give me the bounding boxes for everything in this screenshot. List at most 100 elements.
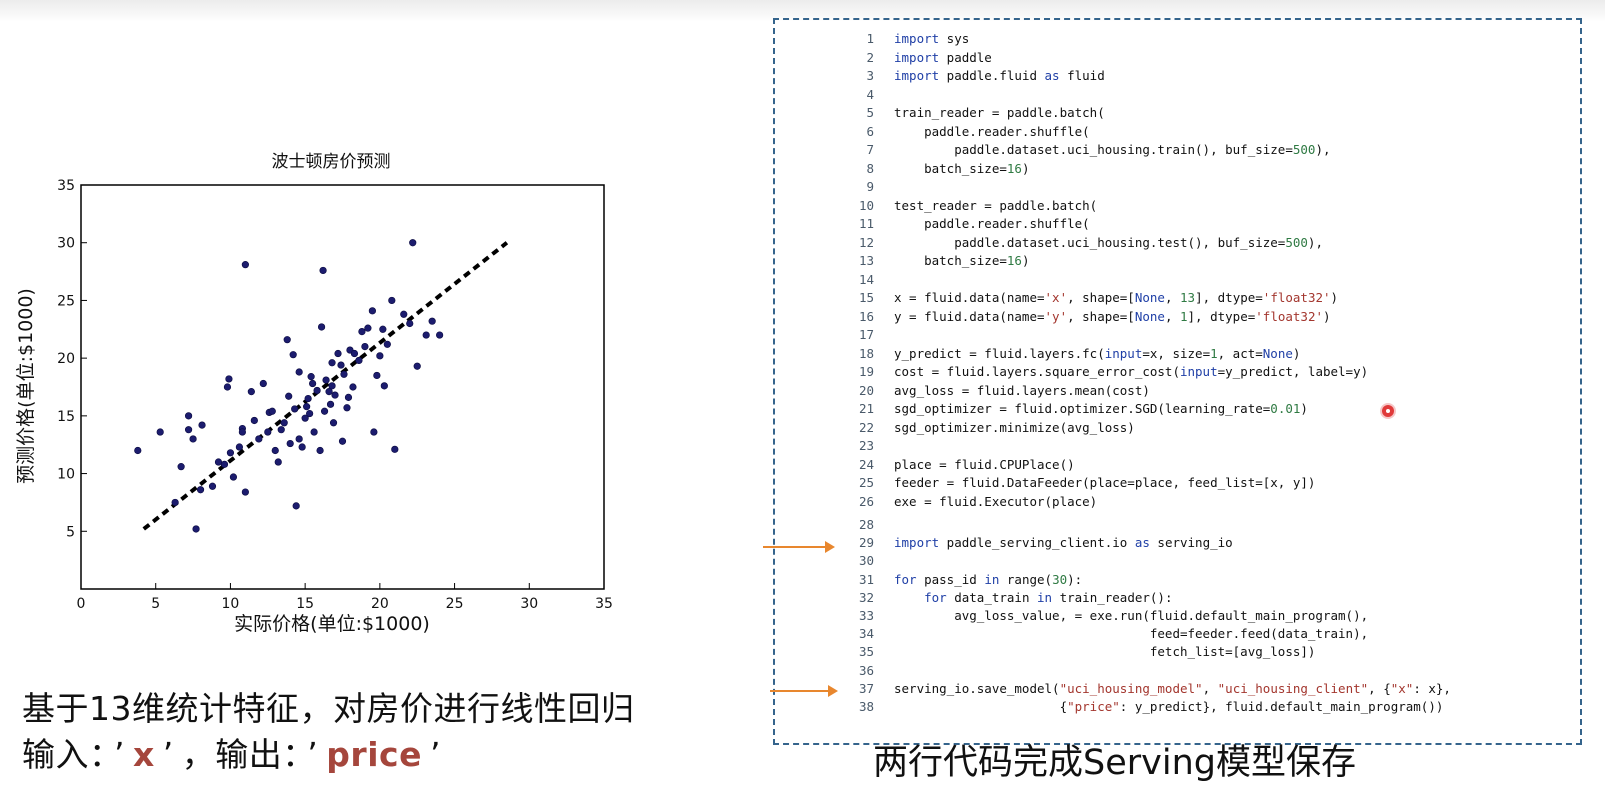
- data-point: [225, 375, 233, 383]
- line-number: 16: [858, 308, 874, 324]
- line-number: 7: [866, 142, 874, 157]
- code-line: 6 paddle.reader.shuffle(: [840, 123, 1089, 141]
- pointer-cursor-icon: [1382, 405, 1394, 417]
- plot-frame: [80, 184, 605, 590]
- line-number: 17: [858, 327, 874, 342]
- code-line: 17: [840, 326, 894, 344]
- line-number: 9: [866, 179, 874, 194]
- code-line: 4: [840, 86, 894, 104]
- code-line: 18 y_predict = fluid.layers.fc(input=x, s…: [840, 345, 1300, 363]
- caption-line-2: 输入：’ x’ ，输出：’ price’: [22, 728, 449, 776]
- line-number: 35: [858, 644, 874, 660]
- code-line: 23: [840, 437, 894, 455]
- line-number: 26: [858, 493, 874, 509]
- line-number: 6: [866, 123, 874, 139]
- data-point: [307, 373, 315, 381]
- data-point: [320, 407, 329, 415]
- data-point: [361, 343, 369, 351]
- data-point: [409, 239, 417, 247]
- x-tick-label: 10: [222, 596, 240, 612]
- data-point: [316, 446, 324, 455]
- data-point: [198, 421, 206, 429]
- data-point: [177, 463, 185, 471]
- code-text: paddle.dataset.uci_housing.test(), buf_s…: [894, 234, 1323, 250]
- code-line: 3 import paddle.fluid as fluid: [840, 67, 1105, 85]
- y-axis-label: 预测价格(单位:$1000): [15, 288, 37, 484]
- data-point: [322, 376, 330, 384]
- code-text: avg_loss = fluid.layers.mean(cost): [894, 382, 1150, 398]
- data-points: [134, 239, 444, 533]
- data-point: [350, 349, 359, 358]
- data-point: [391, 445, 399, 453]
- data-point: [344, 393, 353, 401]
- line-number: 33: [858, 608, 874, 623]
- y-tick-label: 10: [57, 467, 75, 483]
- y-tick-label: 5: [66, 524, 75, 540]
- data-point: [303, 403, 311, 411]
- chart-title: 波士顿房价预测: [272, 152, 391, 172]
- code-line: 34 feed=feeder.feed(data_train),: [840, 625, 1368, 643]
- caption-output-label: ，输出：: [181, 735, 300, 774]
- data-point: [295, 435, 303, 443]
- data-point: [319, 266, 327, 275]
- code-text: paddle.reader.shuffle(: [894, 216, 1090, 231]
- data-point: [313, 386, 321, 395]
- scatter-chart: 波士顿房价预测 0 5 10 15 20 25 30 35 5 10 15 20 25 30 35 实际价格…: [15, 152, 613, 635]
- data-point: [134, 446, 142, 455]
- data-point: [189, 435, 197, 443]
- y-tick-label: 30: [57, 236, 75, 252]
- code-line: 1 import sys: [840, 30, 969, 48]
- code-line: 36: [840, 662, 894, 680]
- code-line: 11 paddle.reader.shuffle(: [840, 215, 1090, 233]
- line-number: 29: [858, 535, 874, 551]
- data-point: [295, 368, 303, 376]
- code-line: 16 y = fluid.data(name='y', shape=[None, …: [840, 308, 1331, 326]
- code-line: 12 paddle.dataset.uci_housing.test(), bu…: [840, 234, 1323, 252]
- code-line: 19 cost = fluid.layers.square_error_cost(…: [840, 363, 1368, 381]
- code-panel: [773, 18, 1582, 745]
- data-point: [268, 407, 276, 415]
- data-point: [271, 446, 279, 455]
- data-point: [400, 310, 408, 318]
- axis-ticks: 0 5 10 15 20 25 30 35 5 10 15 20 25 30 35: [57, 178, 613, 612]
- code-text: import paddle_serving_client.io as servi…: [894, 535, 1233, 551]
- code-text: import paddle.fluid as fluid: [894, 68, 1105, 83]
- code-line: 21 sgd_optimizer = fluid.optimizer.SGD(le…: [840, 400, 1308, 418]
- data-point: [380, 382, 388, 390]
- code-text: exe = fluid.Executor(place): [894, 493, 1098, 509]
- line-number: 11: [858, 216, 874, 231]
- data-point: [326, 400, 335, 408]
- code-line: 15 x = fluid.data(name='x', shape=[None, …: [840, 289, 1338, 307]
- data-point: [241, 488, 249, 496]
- data-point: [171, 498, 179, 507]
- caption-output-value: price: [326, 735, 422, 774]
- caption-line-1: 基于13维统计特征，对房价进行线性回归: [22, 689, 635, 728]
- data-point: [208, 482, 217, 490]
- code-text: for data_train in train_reader():: [924, 589, 1173, 605]
- data-point: [379, 325, 387, 333]
- line-number: 18: [858, 345, 874, 361]
- fit-line: [142, 241, 509, 531]
- data-point: [291, 405, 299, 413]
- code-text: paddle.dataset.uci_housing.train(), buf_…: [894, 142, 1331, 157]
- line-number: 24: [858, 456, 874, 472]
- code-line: 33 avg_loss_value, = exe.run(fluid.defau…: [840, 607, 1368, 625]
- line-number: 12: [858, 234, 874, 250]
- data-point: [376, 352, 384, 360]
- data-point: [286, 439, 294, 448]
- quote-close-1: ’: [162, 735, 174, 774]
- line-number: 2: [866, 49, 874, 65]
- code-text: avg_loss_value, = exe.run(fluid.default_…: [894, 608, 1369, 623]
- code-line: 37 serving_io.save_model("uci_housing_mod…: [840, 680, 1451, 698]
- data-point: [264, 428, 272, 436]
- data-point: [436, 331, 444, 339]
- data-point: [349, 383, 357, 391]
- code-line: 28: [840, 516, 894, 534]
- data-point: [192, 525, 200, 533]
- data-point: [328, 382, 336, 390]
- data-point: [285, 392, 293, 400]
- data-point: [413, 362, 421, 370]
- data-point: [255, 435, 263, 443]
- data-point: [428, 317, 436, 325]
- data-point: [328, 359, 336, 367]
